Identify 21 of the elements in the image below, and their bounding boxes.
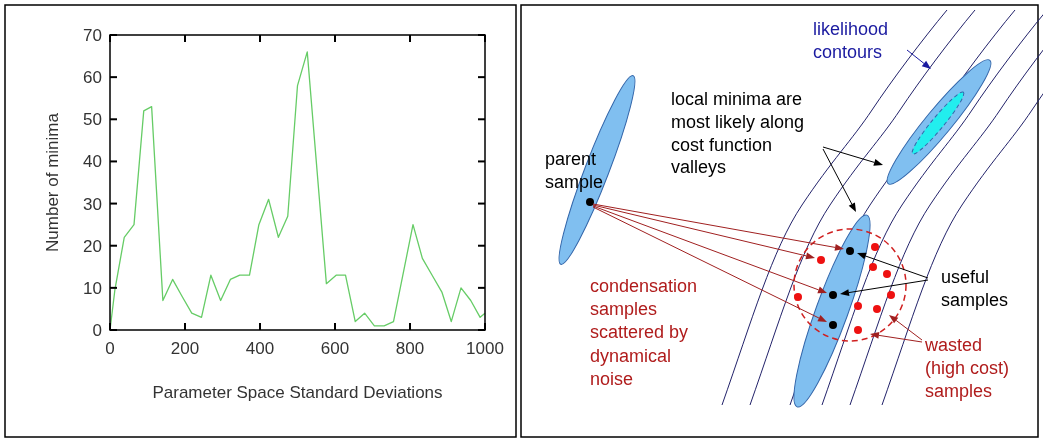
x-tick-label: 600 [320,339,350,358]
text: local minima are most likely along cost function valleys [671,89,805,178]
y-tick-label: 60 [83,68,102,88]
x-tick-label: 0 [105,339,115,358]
x-axis-title: Parameter Space Standard Deviations [152,383,443,402]
text: useful samples [941,267,1009,310]
text: likelihood contours [813,19,889,62]
y-tick-label: 20 [83,236,102,256]
x-tick-label: 800 [395,339,425,358]
y-tick-label: 10 [83,278,102,298]
x-tick-label: 400 [245,339,275,358]
x-tick-label: 1000 [466,339,504,358]
y-tick-label: 30 [83,194,102,214]
text: condensation samples scattered by dynamical noise [590,276,698,389]
y-tick-label: 40 [83,152,102,172]
y-axis-title: Number of minima [43,112,62,252]
x-tick-label: 200 [170,339,200,358]
y-tick-label: 50 [83,110,102,130]
text: wasted (high cost) samples [924,335,1010,401]
y-tick-label: 0 [92,320,102,340]
y-tick-label: 70 [83,25,102,45]
